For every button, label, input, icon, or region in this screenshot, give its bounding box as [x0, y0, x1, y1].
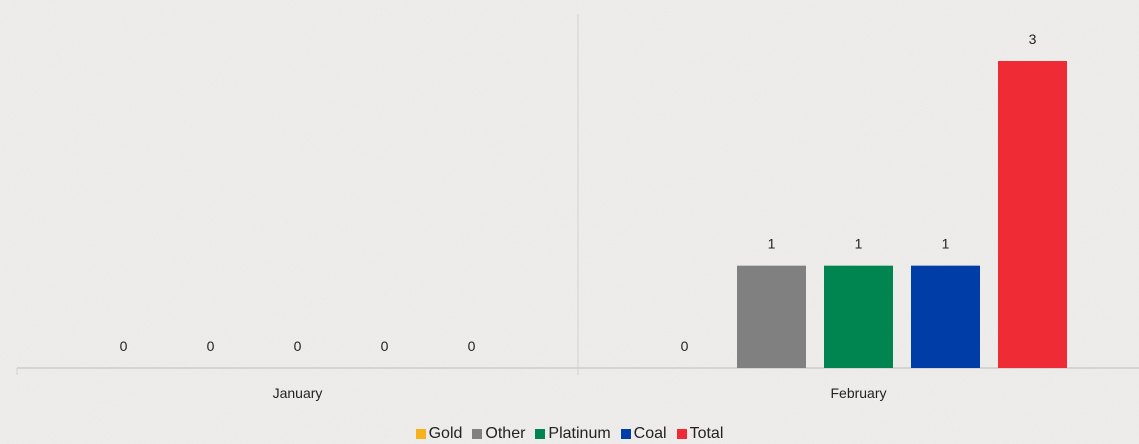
data-label: 3	[1029, 31, 1037, 47]
legend-label: Total	[690, 425, 724, 443]
data-label: 1	[855, 236, 863, 252]
legend-label: Other	[485, 425, 525, 443]
legend-item-total: Total	[677, 425, 724, 443]
legend-label: Coal	[634, 425, 667, 443]
legend-swatch	[621, 429, 631, 439]
category-label-january: January	[273, 385, 323, 401]
legend-item-gold: Gold	[416, 425, 463, 443]
legend-item-coal: Coal	[621, 425, 667, 443]
legend-label: Gold	[429, 425, 463, 443]
legend-swatch	[677, 429, 687, 439]
data-label: 0	[468, 338, 476, 354]
bar-total-february	[998, 61, 1067, 368]
legend-swatch	[416, 429, 426, 439]
data-label: 0	[681, 338, 689, 354]
category-label-february: February	[830, 385, 886, 401]
bar-other-february	[737, 266, 806, 368]
bar-coal-february	[911, 266, 980, 368]
data-label: 0	[120, 338, 128, 354]
legend: Gold Other Platinum Coal Total	[0, 425, 1139, 443]
legend-item-other: Other	[472, 425, 525, 443]
data-label: 0	[294, 338, 302, 354]
legend-label: Platinum	[548, 425, 610, 443]
data-label: 0	[381, 338, 389, 354]
data-label: 0	[207, 338, 215, 354]
bar-platinum-february	[824, 266, 893, 368]
data-label: 1	[768, 236, 776, 252]
data-label: 1	[942, 236, 950, 252]
legend-item-platinum: Platinum	[535, 425, 610, 443]
legend-swatch	[535, 429, 545, 439]
legend-swatch	[472, 429, 482, 439]
